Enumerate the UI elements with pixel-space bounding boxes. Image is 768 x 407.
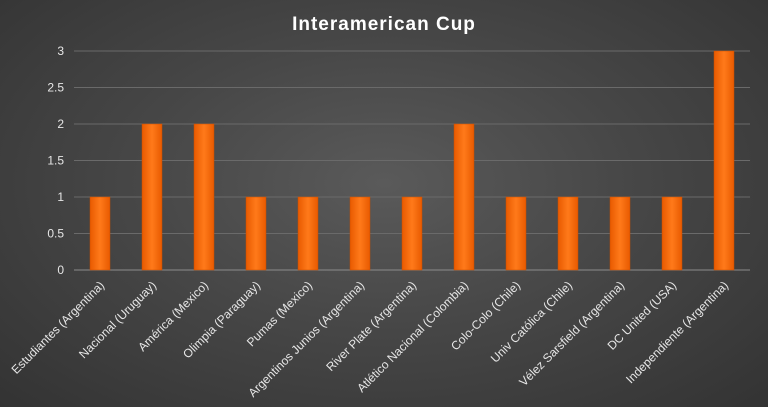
x-axis: Estudiantes (Argentina)Nacional (Uruguay… xyxy=(9,278,732,400)
bar xyxy=(297,196,319,271)
y-tick-label: 2.5 xyxy=(47,81,64,95)
x-tick-label: River Plate (Argentina) xyxy=(323,278,419,374)
y-tick-label: 3 xyxy=(57,44,64,58)
bar xyxy=(661,196,683,271)
bar xyxy=(193,123,215,271)
chart-title: Interamerican Cup xyxy=(292,14,476,35)
bar xyxy=(245,196,267,271)
bar xyxy=(401,196,423,271)
bar xyxy=(453,123,475,271)
bar xyxy=(557,196,579,271)
bar xyxy=(505,196,527,271)
y-tick-label: 0 xyxy=(57,263,64,277)
bar xyxy=(609,196,631,271)
bar xyxy=(141,123,163,271)
y-axis: 0 0.5 1 1.5 2 2.5 3 xyxy=(47,44,64,277)
x-tick-label: Estudiantes (Argentina) xyxy=(9,278,108,377)
bars xyxy=(89,50,735,271)
y-tick-label: 0.5 xyxy=(47,227,64,241)
x-tick-label: Vélez Sarsfield (Argentina) xyxy=(516,278,627,389)
bar xyxy=(89,196,111,271)
y-tick-label: 2 xyxy=(57,117,64,131)
bar xyxy=(349,196,371,271)
y-tick-label: 1.5 xyxy=(47,154,64,168)
bar xyxy=(713,50,735,271)
y-tick-label: 1 xyxy=(57,190,64,204)
x-tick-label: Independiente (Argentina) xyxy=(623,278,731,386)
